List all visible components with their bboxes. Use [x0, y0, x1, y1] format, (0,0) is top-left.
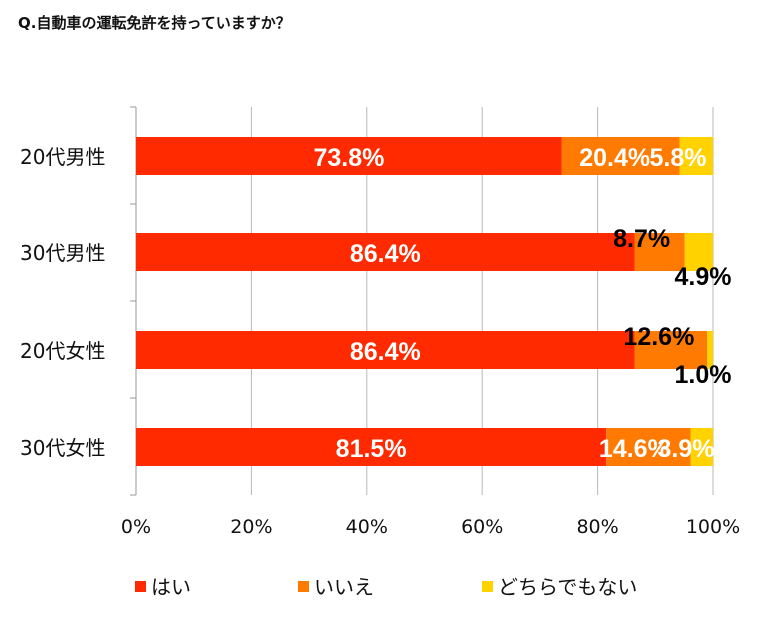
data-label: 73.8% — [313, 144, 384, 172]
bar-segment — [136, 137, 562, 175]
bar-segment — [690, 428, 713, 466]
x-tick-label: 40% — [346, 516, 388, 538]
x-tick-label: 80% — [576, 516, 618, 538]
data-label: 86.4% — [350, 338, 421, 366]
data-label: 12.6% — [623, 323, 694, 351]
bar-segment — [634, 331, 708, 369]
x-tick-label: 60% — [461, 516, 503, 538]
x-tick-label: 20% — [230, 516, 272, 538]
bar-segment — [561, 137, 680, 175]
legend-swatch — [135, 581, 146, 592]
category-label: 30代男性 — [20, 241, 105, 265]
bar-segment — [136, 331, 635, 369]
data-label: 3.9% — [658, 435, 715, 463]
bar-segment — [684, 233, 713, 271]
bar-segment — [707, 331, 713, 369]
data-label: 4.9% — [675, 263, 732, 291]
data-label: 14.6% — [599, 435, 670, 463]
data-label: 20.4% — [579, 144, 650, 172]
legend-label: はい — [151, 575, 191, 599]
chart-title: Q.自動車の運転免許を持っていますか？ — [18, 14, 291, 32]
bar-segment — [634, 233, 685, 271]
legend-label: どちらでもない — [498, 575, 637, 599]
legend-label: いいえ — [314, 575, 374, 599]
bar-segment — [679, 137, 713, 175]
bar-segment — [136, 428, 607, 466]
legend-swatch — [482, 581, 493, 592]
legend-swatch — [298, 581, 309, 592]
data-label: 1.0% — [675, 361, 732, 389]
category-label: 20代男性 — [20, 145, 105, 169]
category-label: 20代女性 — [20, 339, 105, 363]
x-tick-label: 100% — [686, 516, 740, 538]
x-tick-label: 0% — [121, 516, 151, 538]
category-label: 30代女性 — [20, 436, 105, 460]
bar-segment — [136, 233, 635, 271]
bar-segment — [606, 428, 691, 466]
data-label: 81.5% — [336, 435, 407, 463]
data-label: 5.8% — [650, 144, 707, 172]
data-label: 86.4% — [350, 240, 421, 268]
data-label: 8.7% — [613, 225, 670, 253]
